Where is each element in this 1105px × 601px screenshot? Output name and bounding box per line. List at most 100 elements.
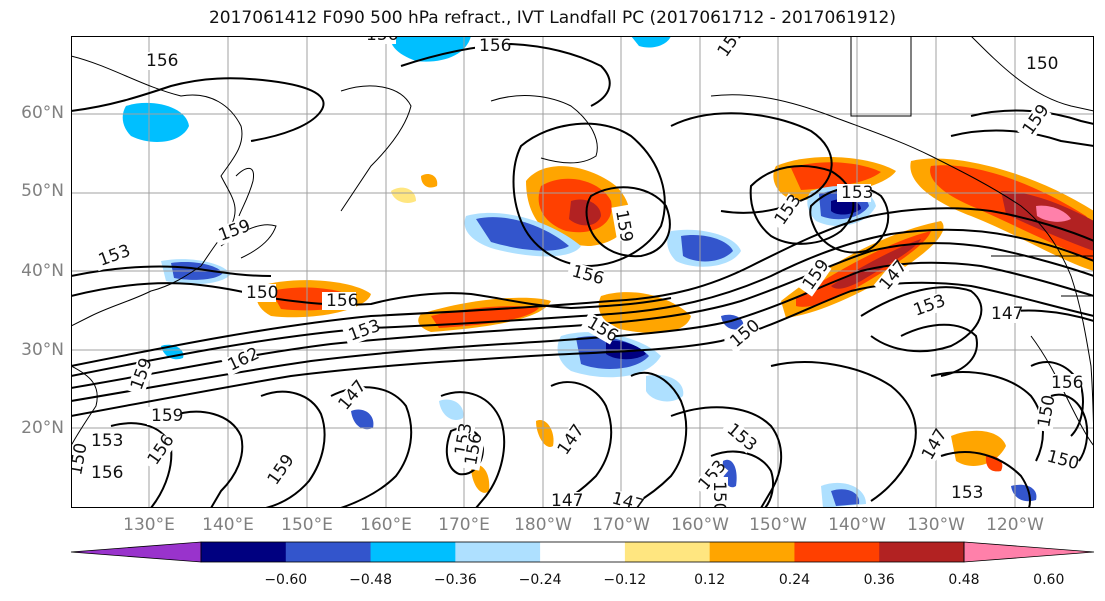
anomaly-fill: [831, 239, 921, 289]
anomaly-fill: [390, 36, 471, 62]
colorbar-segment: [624, 542, 711, 562]
contour-label-bg: [262, 453, 297, 492]
contour-label: 156: [366, 36, 398, 45]
contour-label-bg: [606, 488, 644, 508]
colorbar-segment: [794, 542, 880, 562]
contour-line: [71, 281, 1094, 417]
contour-label-bg: [475, 37, 509, 55]
contour-line: [330, 386, 413, 508]
contour-label: 153: [96, 241, 133, 271]
contour-label: 150: [71, 441, 92, 476]
contour-label-bg: [769, 193, 804, 232]
contour-line: [512, 122, 666, 268]
lon-label: 150°E: [281, 515, 333, 535]
lat-label: 60°N: [21, 103, 64, 123]
contour-label-bg: [947, 484, 981, 502]
colorbar-segment: [370, 542, 456, 562]
lon-label: 170°E: [438, 515, 490, 535]
coastline: [850, 36, 912, 117]
contour-line: [585, 186, 671, 258]
lat-label: 30°N: [21, 340, 64, 360]
contour-label-bg: [342, 317, 381, 347]
contour-label-bg: [723, 317, 762, 354]
contour-line: [670, 406, 783, 508]
contour-label-bg: [611, 204, 635, 242]
contour-label: 150: [709, 481, 729, 508]
coastline: [490, 95, 598, 164]
contour-label-bg: [916, 428, 950, 467]
contour-line: [1050, 393, 1089, 462]
coastline: [235, 167, 255, 217]
contour-label: 150: [246, 283, 278, 303]
lon-label: 150°W: [749, 515, 807, 535]
contour-line: [71, 228, 1094, 377]
colorbar-tick-label: −0.48: [349, 572, 392, 588]
anomaly-fill: [646, 374, 684, 402]
contour-label-bg: [580, 311, 619, 345]
contour-label-bg: [873, 259, 910, 297]
contour-line: [71, 265, 272, 277]
contour-label-bg: [71, 444, 91, 481]
contour-label-bg: [720, 417, 758, 454]
coastline: [970, 36, 1094, 112]
contour-label: 159: [151, 406, 183, 426]
contour-label-bg: [126, 358, 156, 397]
contour-label: 153: [951, 483, 983, 503]
contour-line: [71, 207, 1094, 367]
contour-line: [71, 77, 325, 142]
contour-label: 150: [1026, 54, 1058, 74]
contour-label: 150: [1034, 393, 1059, 428]
colorbar-tick-label: −0.36: [433, 572, 477, 588]
map-title: 2017061412 F090 500 hPa refract., IVT La…: [208, 8, 896, 28]
anomaly-fill: [831, 489, 860, 506]
map-area: 156 156 159 150 159 159 153 153 159 147 153 147 156 1…: [71, 36, 1094, 508]
contour-label: 153: [91, 431, 123, 451]
contour-label: 156: [479, 36, 511, 56]
contour-label-bg: [987, 305, 1021, 323]
contour-line: [710, 450, 775, 508]
contour-label-bg: [566, 261, 604, 288]
lon-label: 170°W: [592, 515, 650, 535]
colorbar-extend-low: [70, 541, 202, 563]
contour-label-bg: [710, 477, 728, 508]
contour-line: [71, 261, 1094, 402]
contour-label: 150: [1045, 447, 1082, 475]
contour-label-bg: [362, 36, 396, 44]
lat-label: 40°N: [21, 261, 64, 281]
lon-label: 160°W: [671, 515, 729, 535]
contour-line: [770, 361, 917, 502]
colorbar-segment: [201, 542, 287, 562]
colorbar-tick-label: −0.60: [264, 572, 308, 588]
lon-label: 120°W: [986, 515, 1044, 535]
lat-label: 20°N: [21, 418, 64, 438]
contour-label: 159: [611, 208, 636, 243]
contour-line: [930, 371, 1044, 462]
colorbar-tick-label: 0.48: [948, 572, 980, 588]
anomaly-fill: [421, 174, 438, 188]
colorbar-tick-label: −0.12: [603, 572, 647, 588]
colorbar: [70, 541, 1095, 563]
anomaly-fill: [391, 187, 416, 203]
contour-label-bg: [547, 492, 581, 508]
contour-label-bg: [142, 433, 177, 472]
colorbar-extend-high: [963, 541, 1095, 563]
contour-line: [950, 129, 1094, 147]
contour-label-bg: [1047, 374, 1081, 392]
contour-label: 153: [841, 183, 873, 203]
contour-line: [260, 390, 326, 508]
contour-line: [170, 410, 244, 508]
contour-line: [749, 165, 855, 245]
contour-label-bg: [87, 464, 121, 482]
lon-label: 140°W: [828, 515, 886, 535]
anomaly-fill: [791, 162, 881, 190]
contour-line: [900, 323, 978, 377]
contour-label: 147: [610, 489, 647, 508]
contour-label: 153: [911, 291, 948, 321]
anomaly-fill: [1036, 205, 1071, 222]
lon-label: 160°E: [360, 515, 412, 535]
contour-label-bg: [1041, 446, 1079, 473]
colorbar-segment: [455, 542, 541, 562]
anomaly-fill: [631, 36, 671, 48]
lat-label: 50°N: [21, 181, 64, 201]
